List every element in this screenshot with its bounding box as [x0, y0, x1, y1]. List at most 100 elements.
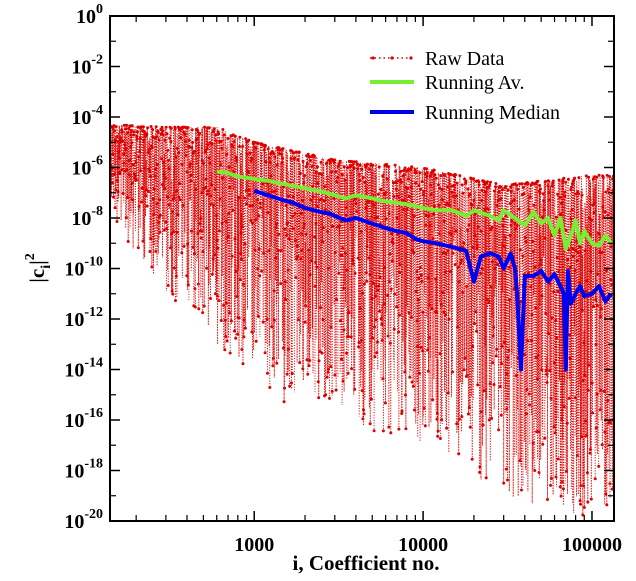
raw-data-point	[219, 319, 223, 322]
raw-data-point	[483, 207, 487, 211]
raw-data-point	[468, 406, 471, 410]
raw-data-point	[124, 216, 128, 220]
raw-data-point	[471, 345, 475, 349]
raw-data-point	[197, 307, 201, 311]
raw-data-point	[418, 171, 422, 175]
raw-data-point	[307, 248, 311, 252]
raw-data-point	[599, 315, 603, 319]
raw-data-point	[148, 170, 152, 174]
raw-data-point	[127, 158, 131, 162]
raw-data-point	[486, 207, 490, 211]
raw-data-point	[457, 280, 461, 283]
raw-data-point	[113, 206, 117, 210]
raw-data-point	[488, 382, 492, 386]
raw-data-point	[460, 415, 464, 419]
raw-data-point	[436, 429, 440, 433]
raw-data-point	[113, 129, 117, 133]
legend-item-running-av: Running Av.	[370, 72, 524, 94]
raw-data-point	[453, 263, 457, 267]
raw-data-point	[438, 437, 442, 440]
raw-data-point	[484, 476, 488, 480]
raw-data-point	[451, 370, 454, 374]
raw-data-point	[335, 225, 339, 229]
raw-data-point	[571, 247, 575, 251]
raw-data-point	[209, 202, 213, 206]
raw-data-point	[528, 403, 532, 407]
raw-data-point	[454, 173, 458, 177]
raw-data-point	[220, 221, 224, 225]
raw-data-point	[431, 398, 435, 402]
raw-data-point	[414, 171, 418, 175]
raw-data-point	[323, 208, 327, 212]
raw-data-point	[357, 341, 361, 345]
raw-data-point	[178, 198, 182, 202]
raw-data-point	[413, 408, 416, 412]
raw-data-point	[164, 125, 168, 129]
raw-data-point	[131, 163, 135, 167]
raw-data-point	[158, 230, 162, 234]
raw-data-point	[425, 167, 428, 171]
raw-data-point	[243, 242, 247, 246]
raw-data-point	[433, 205, 437, 208]
y-tick-label-base: 10	[64, 259, 84, 281]
raw-data-point	[435, 417, 439, 421]
raw-data-point	[185, 274, 189, 278]
raw-data-point	[473, 310, 477, 314]
raw-data-point	[213, 188, 217, 191]
raw-data-point	[354, 202, 358, 206]
raw-data-point	[526, 182, 530, 186]
raw-data-point	[225, 339, 229, 343]
raw-data-point	[190, 128, 194, 132]
raw-data-point	[392, 181, 395, 185]
raw-data-point	[489, 285, 493, 289]
raw-data-point	[291, 214, 295, 218]
raw-data-point	[586, 388, 590, 392]
raw-data-point	[273, 155, 277, 159]
raw-data-point	[428, 223, 432, 227]
raw-data-point	[579, 502, 582, 506]
y-tick-labels: 10010-210-410-610-810-1010-1210-1410-161…	[64, 2, 103, 533]
raw-data-point	[263, 351, 267, 355]
raw-data-point	[534, 306, 538, 310]
raw-data-point	[312, 154, 316, 158]
raw-data-point	[241, 145, 245, 148]
raw-data-point	[376, 192, 380, 196]
raw-data-point	[549, 483, 553, 487]
raw-data-point	[541, 192, 545, 196]
raw-data-point	[156, 131, 160, 135]
raw-data-point	[176, 125, 180, 129]
raw-data-point	[225, 152, 229, 156]
raw-data-point	[288, 384, 292, 388]
raw-data-point	[567, 396, 571, 400]
raw-data-point	[308, 273, 312, 277]
raw-data-point	[112, 195, 115, 199]
raw-data-point	[387, 165, 390, 169]
raw-data-point	[584, 174, 588, 178]
raw-data-point	[298, 361, 302, 365]
raw-data-point	[297, 150, 301, 154]
raw-data-point	[323, 185, 327, 189]
raw-data-point	[582, 341, 586, 345]
raw-data-point	[544, 368, 548, 372]
raw-data-point	[397, 313, 401, 317]
raw-data-point	[603, 430, 607, 434]
raw-data-point	[343, 251, 347, 255]
raw-data-point	[426, 348, 430, 352]
raw-data-point	[369, 397, 373, 401]
raw-data-point	[564, 228, 568, 232]
raw-data-point	[111, 152, 115, 156]
raw-data-point	[462, 368, 466, 372]
raw-data-point	[132, 130, 136, 134]
raw-data-point	[352, 166, 356, 170]
raw-data-point	[239, 231, 243, 235]
raw-data-point	[420, 279, 424, 283]
raw-data-point	[575, 453, 579, 457]
raw-data-point	[527, 271, 530, 275]
raw-data-point	[557, 178, 561, 182]
raw-data-point	[404, 427, 408, 431]
raw-data-point	[479, 229, 483, 233]
raw-data-point	[302, 181, 306, 185]
raw-data-point	[310, 164, 314, 168]
raw-data-point	[580, 435, 584, 439]
raw-data-point	[447, 203, 451, 207]
